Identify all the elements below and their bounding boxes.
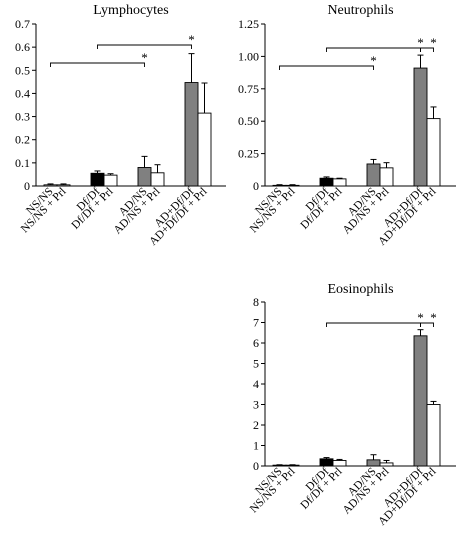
bar [426,118,441,187]
bar [137,167,152,187]
significance-bracket [420,47,434,52]
bar [379,167,394,187]
y-tick-label: 0.25 [238,147,259,161]
y-tick-label: 4 [253,377,259,391]
y-tick-label: 0.75 [238,82,259,96]
y-tick-label: 1.00 [238,49,259,63]
y-tick-label: 0 [24,179,30,193]
y-tick-label: 0 [253,179,259,193]
significance-bracket [420,322,434,327]
bar [150,172,165,187]
y-tick-label: 0 [253,459,259,473]
significance-star: * [417,310,424,325]
y-tick-label: 5 [253,357,259,371]
significance-star: * [417,35,424,50]
chart-lymphocytes: Lymphocytes00.10.20.30.40.50.60.7**NS/NS… [15,3,226,248]
chart-title: Lymphocytes [93,3,168,18]
bar [426,404,441,467]
significance-star: * [188,32,195,47]
significance-bracket [97,44,192,49]
significance-bracket [326,322,421,327]
significance-bracket [326,47,421,52]
bar [332,460,347,467]
y-tick-label: 1.25 [238,17,259,31]
bar [413,335,428,467]
bar [332,178,347,187]
y-tick-label: 0.50 [238,114,259,128]
y-tick-label: 0.1 [15,156,30,170]
y-tick-label: 7 [253,316,259,330]
significance-bracket [50,62,145,67]
y-tick-label: 2 [253,418,259,432]
significance-star: * [370,53,377,68]
y-tick-label: 0.3 [15,110,30,124]
bar [184,82,199,187]
bar [413,67,428,187]
chart-title: Eosinophils [327,282,393,297]
bar [319,177,334,187]
y-tick-label: 8 [253,295,259,309]
y-tick-label: 0.6 [15,40,30,54]
bar [366,163,381,187]
chart-title: Neutrophils [327,3,393,18]
significance-star: * [141,50,148,65]
y-tick-label: 3 [253,398,259,412]
significance-bracket [279,65,374,70]
significance-star: * [430,310,437,325]
bar [366,459,381,467]
y-tick-label: 0.7 [15,17,30,31]
significance-star: * [430,35,437,50]
bar [90,172,105,187]
bar [103,174,118,187]
y-tick-label: 0.5 [15,63,30,77]
bar [197,112,212,187]
bar [319,458,334,467]
y-tick-label: 0.4 [15,86,30,100]
y-tick-label: 6 [253,336,259,350]
y-tick-label: 1 [253,439,259,453]
y-tick-label: 0.2 [15,133,30,147]
